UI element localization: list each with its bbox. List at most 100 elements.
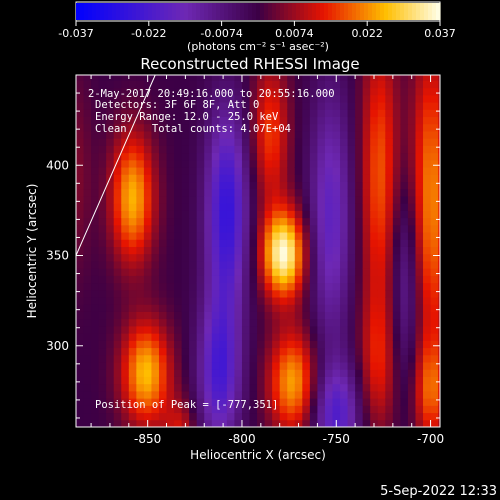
heatmap-cell <box>249 390 258 399</box>
heatmap-cell <box>234 297 243 305</box>
heatmap-cell <box>272 75 281 81</box>
heatmap-cell <box>392 239 401 247</box>
heatmap-cell <box>181 260 190 269</box>
heatmap-cell <box>407 217 416 226</box>
heatmap-cell <box>415 253 424 262</box>
heatmap-cell <box>294 253 303 262</box>
heatmap-cell <box>211 239 220 247</box>
heatmap-cell <box>430 75 439 81</box>
heatmap-cell <box>347 181 356 190</box>
heatmap-cell <box>98 109 107 118</box>
x-tick-label: -850 <box>134 432 161 446</box>
heatmap-cell <box>234 405 243 414</box>
heatmap-cell <box>151 152 160 161</box>
heatmap-cell <box>189 347 198 356</box>
heatmap-cell <box>347 253 356 262</box>
heatmap-cell <box>166 383 175 392</box>
heatmap-cell <box>174 145 183 154</box>
heatmap-cell <box>234 268 243 276</box>
heatmap-cell <box>249 159 258 168</box>
heatmap-cell <box>317 94 326 103</box>
heatmap-cell <box>438 268 441 276</box>
heatmap-cell <box>340 224 349 233</box>
heatmap-cell <box>128 116 137 125</box>
heatmap-cell <box>158 260 168 269</box>
heatmap-cell <box>174 174 183 183</box>
heatmap-cell <box>438 138 441 146</box>
heatmap-cell <box>181 224 190 233</box>
heatmap-cell <box>340 282 349 291</box>
heatmap-cell <box>83 282 92 291</box>
heatmap-cell <box>423 217 432 226</box>
heatmap-cell <box>423 109 432 118</box>
heatmap-cell <box>377 123 386 132</box>
heatmap-cell <box>151 260 160 269</box>
heatmap-cell <box>370 109 379 118</box>
heatmap-cell <box>196 152 205 161</box>
heatmap-cell <box>370 304 379 312</box>
heatmap-cell <box>430 203 439 211</box>
heatmap-cell <box>355 289 364 298</box>
heatmap-cell <box>196 369 205 377</box>
heatmap-cell <box>287 325 296 334</box>
heatmap-cell <box>272 188 281 197</box>
heatmap-cell <box>324 195 333 204</box>
heatmap-cell <box>226 362 235 370</box>
heatmap-cell <box>355 80 364 89</box>
heatmap-cell <box>392 333 401 341</box>
heatmap-cell <box>234 75 243 81</box>
heatmap-cell <box>91 412 100 421</box>
heatmap-cell <box>340 318 349 327</box>
heatmap-cell <box>128 203 137 211</box>
heatmap-cell <box>234 354 243 363</box>
heatmap-cell <box>362 347 371 356</box>
heatmap-cell <box>400 152 409 161</box>
heatmap-cell <box>294 376 303 385</box>
heatmap-cell <box>143 376 152 385</box>
heatmap-cell <box>430 138 439 146</box>
heatmap-cell <box>91 253 100 262</box>
heatmap-cell <box>226 109 235 118</box>
heatmap-cell <box>241 210 251 219</box>
heatmap-cell <box>189 268 198 276</box>
heatmap-cell <box>196 383 205 392</box>
heatmap-cell <box>423 181 432 190</box>
heatmap-cell <box>196 311 205 320</box>
heatmap-cell <box>189 369 198 377</box>
heatmap-cell <box>211 130 220 139</box>
heatmap-cell <box>196 333 205 341</box>
heatmap-cell <box>279 362 288 370</box>
heatmap-cell <box>234 138 243 146</box>
heatmap-cell <box>407 311 416 320</box>
heatmap-cell <box>272 354 281 363</box>
heatmap-cell <box>415 318 424 327</box>
heatmap-cell <box>91 195 100 204</box>
heatmap-cell <box>309 123 318 132</box>
heatmap-cell <box>287 398 296 406</box>
heatmap-cell <box>407 390 416 399</box>
heatmap-cell <box>249 333 258 341</box>
heatmap-cell <box>392 159 401 168</box>
heatmap-cell <box>430 383 439 392</box>
heatmap-cell <box>392 94 401 103</box>
heatmap-cell <box>415 87 424 96</box>
heatmap-cell <box>272 325 281 334</box>
heatmap-cell <box>324 325 333 334</box>
heatmap-cell <box>204 347 213 356</box>
heatmap-cell <box>309 289 318 298</box>
colorbar-cell <box>96 3 101 20</box>
heatmap-cell <box>264 246 273 255</box>
heatmap-cell <box>279 181 288 190</box>
heatmap-cell <box>196 181 205 190</box>
heatmap-cell <box>332 383 341 392</box>
heatmap-cell <box>287 174 296 183</box>
heatmap-cell <box>415 398 424 406</box>
heatmap-cell <box>347 275 356 284</box>
heatmap-cell <box>377 116 386 125</box>
heatmap-cell <box>106 398 115 406</box>
heatmap-cell <box>324 224 333 233</box>
heatmap-cell <box>423 398 432 406</box>
heatmap-cell <box>257 412 266 421</box>
heatmap-cell <box>166 195 175 204</box>
heatmap-cell <box>98 325 107 334</box>
